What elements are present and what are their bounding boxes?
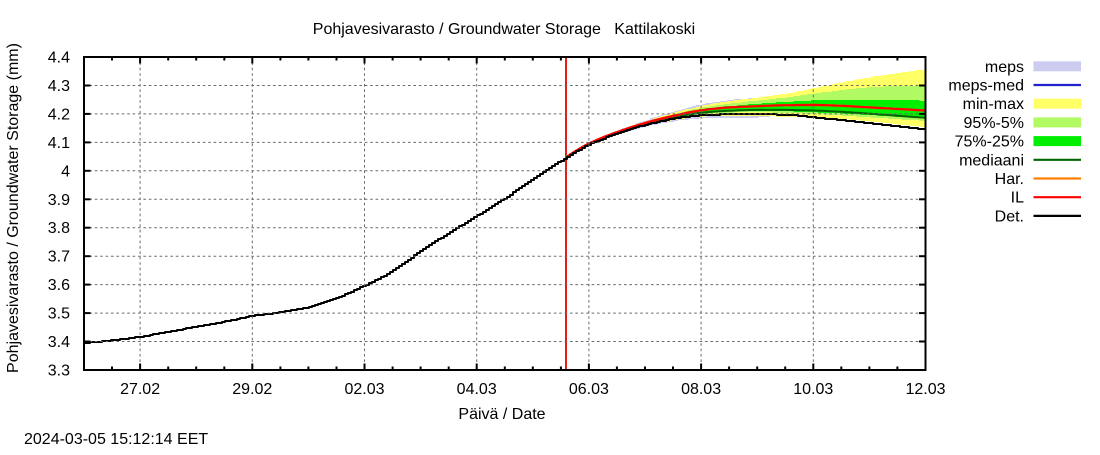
svg-text:3.4: 3.4: [48, 334, 70, 351]
svg-text:meps-med: meps-med: [948, 78, 1024, 95]
svg-text:3.7: 3.7: [48, 249, 70, 266]
svg-text:27.02: 27.02: [120, 381, 160, 398]
svg-text:4.3: 4.3: [48, 78, 70, 95]
svg-text:Har.: Har.: [995, 171, 1024, 188]
svg-text:95%-5%: 95%-5%: [964, 115, 1024, 132]
svg-text:4.2: 4.2: [48, 106, 70, 123]
svg-text:min-max: min-max: [963, 96, 1024, 113]
svg-text:3.8: 3.8: [48, 220, 70, 237]
svg-text:Det.: Det.: [995, 208, 1024, 225]
svg-text:29.02: 29.02: [232, 381, 272, 398]
svg-text:12.03: 12.03: [905, 381, 945, 398]
svg-text:06.03: 06.03: [569, 381, 609, 398]
svg-text:10.03: 10.03: [793, 381, 833, 398]
svg-text:02.03: 02.03: [344, 381, 384, 398]
svg-text:4: 4: [61, 163, 70, 180]
svg-text:4.4: 4.4: [48, 50, 70, 67]
svg-text:meps: meps: [985, 59, 1024, 76]
svg-text:mediaani: mediaani: [959, 152, 1024, 169]
svg-text:3.6: 3.6: [48, 277, 70, 294]
svg-text:Päivä / Date: Päivä / Date: [458, 406, 545, 423]
svg-text:4.1: 4.1: [48, 135, 70, 152]
svg-text:75%-25%: 75%-25%: [955, 134, 1024, 151]
svg-text:3.3: 3.3: [48, 363, 70, 380]
svg-text:3.9: 3.9: [48, 192, 70, 209]
svg-text:3.5: 3.5: [48, 306, 70, 323]
svg-text:08.03: 08.03: [681, 381, 721, 398]
svg-text:Pohjavesivarasto / Groundwater: Pohjavesivarasto / Groundwater Storage (…: [5, 43, 22, 373]
svg-text:2024-03-05 15:12:14 EET: 2024-03-05 15:12:14 EET: [24, 431, 208, 448]
svg-text:04.03: 04.03: [457, 381, 497, 398]
svg-text:IL: IL: [1011, 190, 1024, 207]
svg-text:Pohjavesivarasto / Groundwater: Pohjavesivarasto / Groundwater Storage K…: [313, 21, 695, 38]
